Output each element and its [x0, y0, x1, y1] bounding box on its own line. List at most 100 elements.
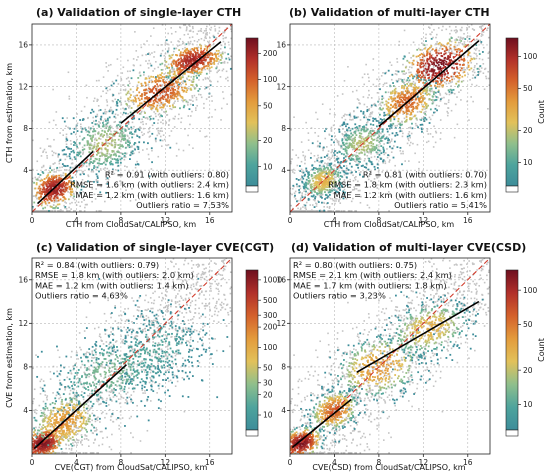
- density-point: [141, 95, 143, 98]
- density-point: [107, 119, 109, 122]
- low-density-point: [334, 160, 336, 162]
- density-point: [463, 71, 466, 73]
- density-point: [210, 63, 213, 66]
- low-density-point: [424, 46, 427, 49]
- density-point: [447, 42, 450, 44]
- density-point: [173, 85, 176, 88]
- density-point: [428, 57, 431, 60]
- low-density-point: [365, 63, 367, 66]
- density-point: [220, 62, 223, 64]
- low-density-point: [114, 113, 117, 116]
- density-point: [192, 104, 194, 106]
- density-point: [191, 55, 194, 58]
- density-point: [423, 64, 425, 67]
- low-density-point: [89, 128, 92, 131]
- low-density-point: [75, 190, 77, 193]
- low-density-point: [49, 165, 52, 167]
- density-point: [195, 66, 198, 68]
- density-point: [179, 94, 182, 97]
- low-density-point: [333, 179, 336, 181]
- low-density-point: [369, 135, 371, 138]
- density-point: [50, 176, 53, 178]
- low-density-point: [106, 192, 109, 194]
- low-density-point: [423, 111, 426, 114]
- low-density-point: [381, 140, 384, 142]
- low-density-point: [153, 56, 155, 58]
- density-point: [54, 183, 57, 186]
- low-density-point: [203, 102, 205, 105]
- density-point: [394, 106, 397, 109]
- density-point: [421, 72, 423, 75]
- density-point: [327, 195, 329, 198]
- density-point: [105, 160, 108, 163]
- density-point: [334, 191, 337, 194]
- low-density-point: [148, 59, 150, 62]
- density-point: [331, 175, 333, 178]
- density-point: [33, 181, 35, 184]
- density-point: [177, 91, 179, 93]
- low-density-point: [412, 41, 415, 44]
- density-point: [46, 192, 49, 194]
- density-point: [438, 83, 441, 85]
- density-point: [418, 101, 421, 103]
- density-point: [152, 102, 155, 105]
- density-point: [153, 105, 155, 108]
- low-density-point: [307, 149, 310, 152]
- low-density-point: [138, 137, 141, 139]
- low-density-point: [305, 121, 307, 124]
- density-point: [60, 177, 63, 180]
- low-density-point: [480, 35, 483, 37]
- low-density-point: [353, 154, 356, 156]
- low-density-point: [179, 38, 182, 40]
- low-density-point: [197, 46, 200, 49]
- low-density-point: [328, 134, 331, 136]
- low-density-point: [46, 155, 48, 157]
- density-point: [179, 69, 182, 72]
- low-density-point: [396, 105, 399, 108]
- density-point: [159, 92, 162, 95]
- low-density-point: [53, 210, 56, 212]
- low-density-point: [223, 62, 226, 64]
- low-density-point: [131, 187, 133, 190]
- density-point: [171, 94, 174, 97]
- low-density-point: [93, 143, 96, 146]
- density-point: [176, 65, 179, 68]
- low-density-point: [189, 48, 192, 51]
- density-point: [420, 61, 423, 64]
- low-density-point: [314, 131, 316, 134]
- low-density-point: [473, 71, 476, 74]
- low-density-point: [96, 113, 99, 116]
- density-point: [138, 129, 141, 132]
- low-density-point: [426, 128, 429, 130]
- density-point: [73, 181, 75, 184]
- density-point: [401, 79, 404, 81]
- density-point: [316, 159, 319, 162]
- low-density-point: [52, 204, 55, 206]
- density-point: [417, 61, 419, 64]
- density-point: [168, 54, 171, 57]
- density-point: [439, 59, 442, 62]
- density-point: [47, 174, 50, 176]
- low-density-point: [220, 107, 223, 110]
- low-density-point: [323, 202, 326, 204]
- density-point: [40, 190, 43, 193]
- density-point: [143, 100, 146, 103]
- density-point: [318, 172, 321, 175]
- density-point: [61, 163, 64, 166]
- density-point: [463, 45, 466, 48]
- low-density-point: [59, 132, 61, 134]
- low-density-point: [320, 193, 322, 196]
- density-point: [401, 101, 404, 104]
- density-point: [447, 89, 450, 92]
- low-density-point: [355, 151, 358, 154]
- density-point: [423, 76, 425, 79]
- low-density-point: [380, 101, 382, 104]
- density-point: [206, 47, 209, 50]
- density-point: [413, 115, 416, 118]
- density-point: [34, 187, 37, 190]
- density-point: [49, 185, 52, 188]
- density-point: [154, 85, 157, 87]
- low-density-point: [450, 85, 452, 87]
- density-point: [47, 195, 50, 197]
- low-density-point: [146, 148, 148, 150]
